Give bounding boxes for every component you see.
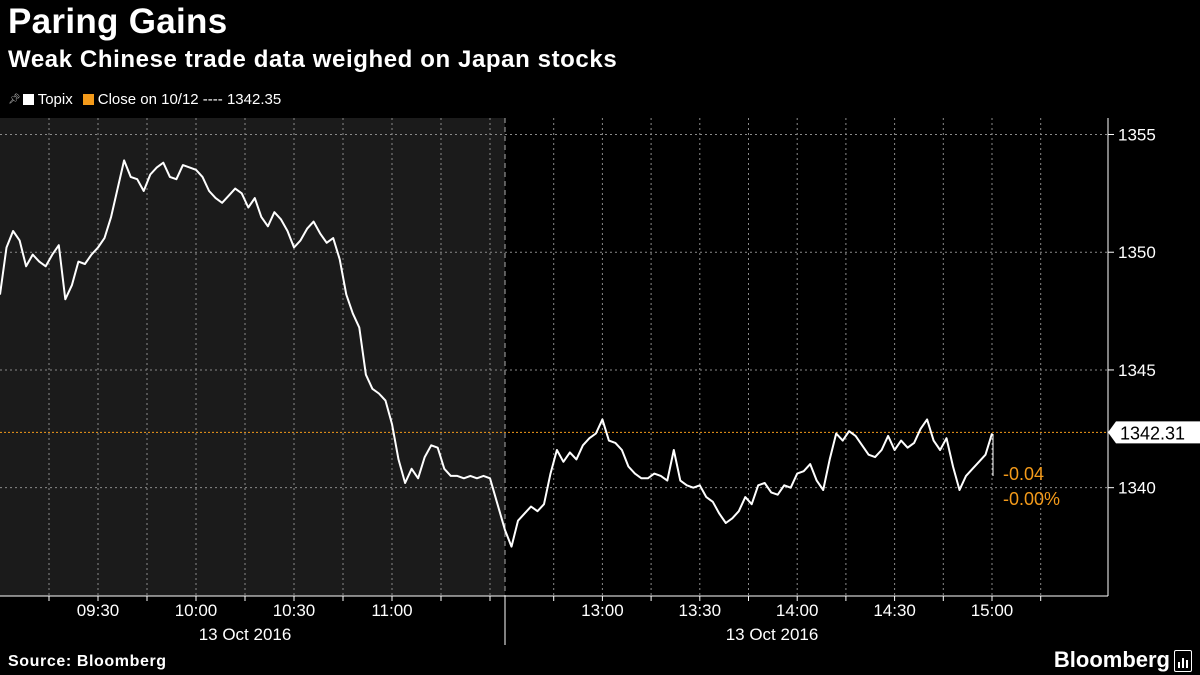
x-tick-label: 13:00 <box>581 601 624 620</box>
last-value-label: 1342.31 <box>1120 423 1185 443</box>
x-tick-label: 13:30 <box>679 601 722 620</box>
last-value-tag <box>1108 421 1200 444</box>
series-line-topix <box>0 159 993 548</box>
x-tick-label: 15:00 <box>971 601 1014 620</box>
y-tick-label: 1340 <box>1118 479 1156 498</box>
y-tick-label: 1345 <box>1118 361 1156 380</box>
bloomberg-logo: Bloomberg <box>1053 647 1170 672</box>
y-tick-label: 1350 <box>1118 243 1156 262</box>
change-value-label: -0.04 <box>1003 464 1044 484</box>
x-date-label-am: 13 Oct 2016 <box>199 625 292 644</box>
pin-icon: 📌︎ <box>8 94 21 105</box>
x-tick-label: 09:30 <box>77 601 120 620</box>
chart-title: Paring Gains <box>8 2 228 41</box>
chart-subtitle: Weak Chinese trade data weighed on Japan… <box>8 46 618 73</box>
x-tick-label: 14:30 <box>873 601 916 620</box>
legend-swatch-close <box>82 94 94 105</box>
legend-item-topix: 📌︎ Topix <box>8 91 73 108</box>
y-tick-label: 1355 <box>1118 125 1156 144</box>
source-note: Source: Bloomberg <box>8 653 167 670</box>
x-date-label-pm: 13 Oct 2016 <box>726 625 819 644</box>
legend: 📌︎ Topix Close on 10/12 ---- 1342.35 <box>8 91 291 108</box>
morning-session-shade <box>0 118 505 596</box>
x-tick-label: 14:00 <box>776 601 819 620</box>
x-tick-label: 11:00 <box>371 601 412 620</box>
legend-label-close: Close on 10/12 ---- 1342.35 <box>97 91 282 108</box>
change-pct-label: -0.00% <box>1003 489 1060 509</box>
x-tick-label: 10:00 <box>175 601 218 620</box>
bloomberg-chart-icon <box>1174 650 1192 672</box>
legend-swatch-topix <box>22 94 34 105</box>
legend-item-close: Close on 10/12 ---- 1342.35 <box>82 91 282 108</box>
x-tick-label: 10:30 <box>273 601 316 620</box>
legend-label-topix: Topix <box>37 91 73 108</box>
